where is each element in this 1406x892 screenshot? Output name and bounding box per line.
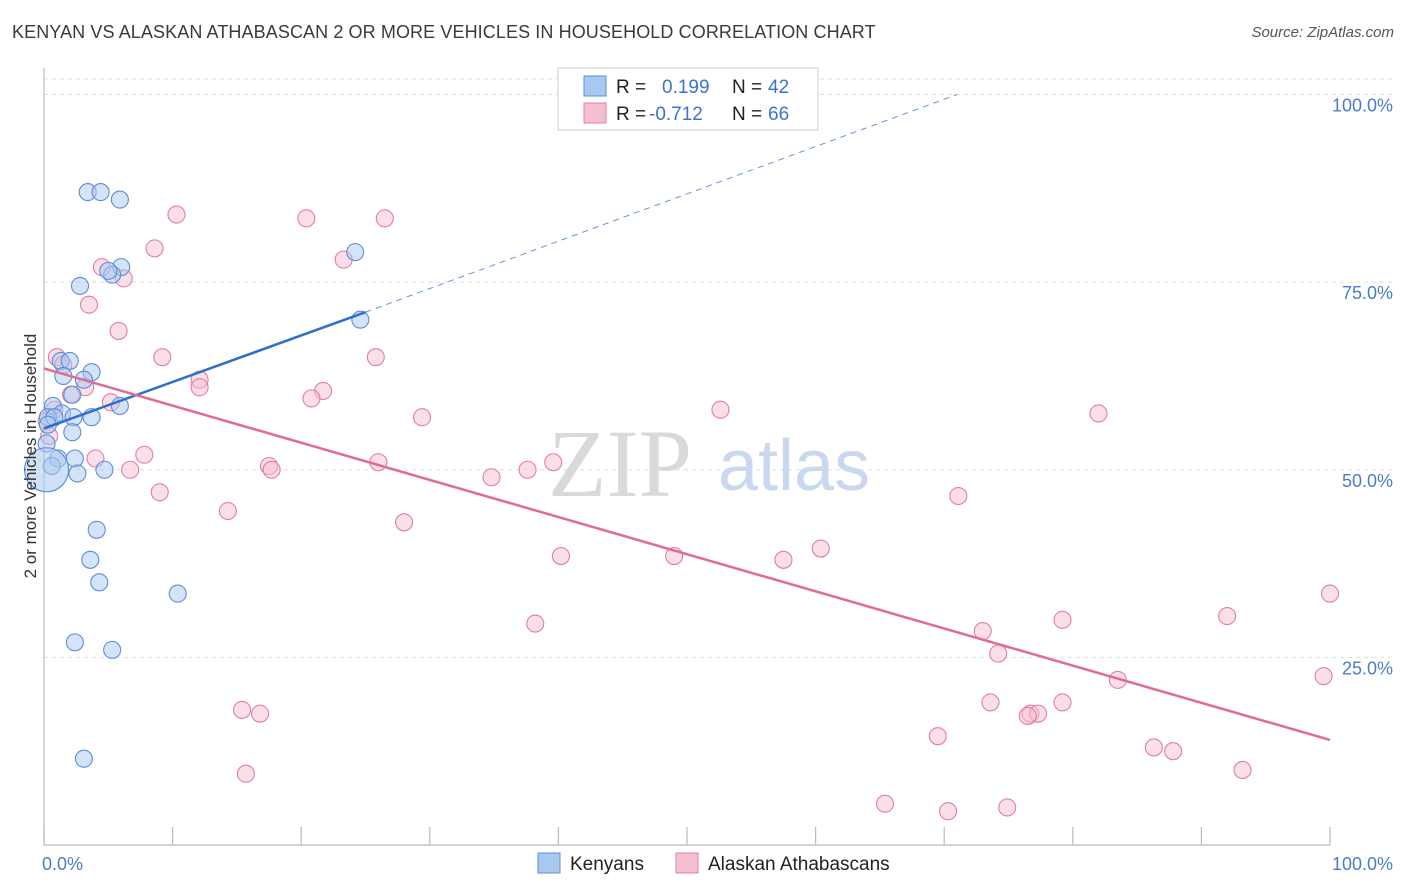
grid-layer xyxy=(44,78,1392,658)
legend-kenyan-n-label: N = xyxy=(732,77,762,98)
alaskan-point-61 xyxy=(1233,760,1252,780)
x-tick-label-0: 0.0% xyxy=(42,854,83,874)
watermark: ZIP atlas xyxy=(548,410,870,517)
watermark-atlas: atlas xyxy=(718,426,870,506)
kenyan-point-6 xyxy=(70,276,90,295)
legend-alaskan-r-label: R = xyxy=(616,104,646,125)
kenyan-point-22 xyxy=(63,423,82,442)
kenyan-point-37 xyxy=(24,447,70,493)
legend-alaskan-n-value: 66 xyxy=(768,104,789,125)
alaskan-point-37 xyxy=(395,513,414,532)
tick-labels: 100.0% 75.0% 50.0% 25.0% 0.0% 100.0% xyxy=(42,96,1393,874)
chart-title: KENYAN VS ALASKAN ATHABASCAN 2 OR MORE V… xyxy=(12,22,876,42)
kenyan-point-7 xyxy=(346,243,365,262)
kenyan-point-30 xyxy=(81,550,100,569)
kenyan-point-14 xyxy=(63,385,82,404)
y-tick-label-2: 50.0% xyxy=(1342,471,1393,491)
alaskan-point-24 xyxy=(711,400,730,419)
top-legend: R = 0.199 N = 42 R = -0.712 N = 66 xyxy=(557,67,819,131)
alaskan-point-60 xyxy=(1164,742,1183,761)
alaskan-point-62 xyxy=(236,764,255,783)
x-tick-label-1: 100.0% xyxy=(1332,854,1393,874)
alaskan-point-42 xyxy=(811,539,830,558)
kenyan-point-34 xyxy=(103,640,122,659)
alaskan-point-33 xyxy=(482,468,501,487)
alaskan-point-8 xyxy=(109,321,128,340)
kenyan-point-2 xyxy=(110,190,129,209)
alaskan-point-23 xyxy=(413,408,432,427)
kenyan-trend-line xyxy=(43,310,366,430)
kenyan-point-10 xyxy=(60,351,79,370)
kenyan-point-5 xyxy=(99,261,118,280)
alaskan-point-59 xyxy=(1144,738,1163,757)
kenyan-point-32 xyxy=(168,584,187,603)
bottom-legend-alaskan-label: Alaskan Athabascans xyxy=(708,854,890,875)
alaskan-point-58 xyxy=(928,727,947,746)
bottom-legend-kenyan-swatch xyxy=(537,852,561,874)
alaskan-point-25 xyxy=(1089,404,1108,423)
alaskan-point-1 xyxy=(297,209,316,228)
legend-kenyan-r-value: 0.199 xyxy=(662,77,710,98)
alaskan-point-57 xyxy=(250,704,270,723)
alaskan-point-47 xyxy=(1320,584,1340,603)
alaskan-point-54 xyxy=(1053,693,1072,712)
legend-kenyan-n-value: 42 xyxy=(768,77,789,98)
alaskan-point-2 xyxy=(375,209,394,228)
bottom-legend-kenyan-label: Kenyans xyxy=(570,854,644,875)
alaskan-point-18 xyxy=(302,389,321,408)
alaskan-point-38 xyxy=(949,486,968,506)
kenyan-point-25 xyxy=(65,449,84,468)
legend-alaskan-r-value: -0.712 xyxy=(649,104,703,125)
alaskan-point-56 xyxy=(232,700,252,719)
alaskan-point-65 xyxy=(998,798,1017,817)
bottom-legend-alaskan-swatch xyxy=(675,852,699,874)
alaskan-point-39 xyxy=(551,547,571,566)
alaskan-point-46 xyxy=(1218,607,1237,626)
alaskan-point-48 xyxy=(989,644,1008,663)
alaskan-point-34 xyxy=(518,460,537,479)
kenyan-point-31 xyxy=(90,573,109,592)
alaskan-point-12 xyxy=(366,348,385,367)
kenyan-point-33 xyxy=(65,633,84,652)
y-tick-label-3: 25.0% xyxy=(1342,658,1393,678)
kenyan-point-28 xyxy=(95,460,114,479)
alaskan-point-14 xyxy=(190,378,209,397)
alaskan-point-45 xyxy=(1053,610,1072,629)
trend-layer xyxy=(43,94,1331,742)
legend-kenyan-r-label: R = xyxy=(616,77,646,98)
alaskan-point-63 xyxy=(875,794,895,813)
alaskan-point-29 xyxy=(544,453,563,472)
source-credit: Source: ZipAtlas.com xyxy=(1251,24,1394,41)
alaskan-point-41 xyxy=(774,550,793,569)
watermark-zip: ZIP xyxy=(548,410,692,517)
y-tick-label-1: 75.0% xyxy=(1342,283,1393,303)
alaskan-point-64 xyxy=(939,802,958,821)
alaskan-point-51 xyxy=(981,693,1000,712)
legend-kenyan-swatch xyxy=(583,75,607,97)
y-axis-label: 2 or more Vehicles in Household xyxy=(21,334,40,579)
alaskan-point-36 xyxy=(218,501,237,521)
kenyan-point-1 xyxy=(91,183,110,202)
legend-alaskan-n-label: N = xyxy=(732,104,762,125)
kenyan-point-35 xyxy=(74,749,93,768)
alaskan-point-55 xyxy=(1018,706,1037,725)
alaskan-point-31 xyxy=(262,460,281,479)
alaskan-point-43 xyxy=(526,614,545,633)
kenyan-point-27 xyxy=(68,464,87,483)
alaskan-point-32 xyxy=(121,460,140,479)
legend-alaskan-swatch xyxy=(583,102,607,124)
kenyan-point-29 xyxy=(87,520,106,539)
alaskan-point-3 xyxy=(145,239,164,258)
bottom-legend: Kenyans Alaskan Athabascans xyxy=(537,852,890,875)
alaskan-point-7 xyxy=(79,295,99,314)
alaskan-point-27 xyxy=(135,445,154,464)
alaskan-point-35 xyxy=(150,483,169,502)
alaskan-point-0 xyxy=(167,205,186,224)
alaskan-point-9 xyxy=(153,348,172,367)
alaskan-trend-line xyxy=(43,367,1331,742)
alaskan-point-50 xyxy=(1314,667,1333,686)
y-tick-label-0: 100.0% xyxy=(1332,96,1393,116)
